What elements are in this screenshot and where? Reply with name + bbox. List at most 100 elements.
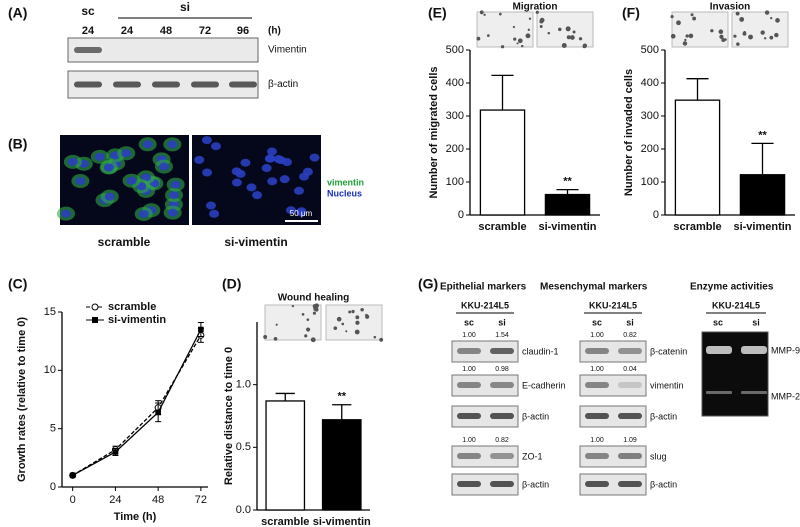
bar <box>265 400 306 511</box>
photo-speck <box>517 38 523 44</box>
photo-speck <box>513 37 517 41</box>
band <box>152 81 180 88</box>
annotation: ** <box>758 129 767 141</box>
band-ratio: 0.98 <box>495 366 509 373</box>
nucleus <box>210 142 221 151</box>
cell-line: KKU-214L5 <box>589 300 637 310</box>
y-tick-label: 500 <box>446 44 464 56</box>
y-tick-label: 0 <box>50 481 56 493</box>
photo-speck <box>539 17 545 23</box>
nucleus <box>121 149 132 158</box>
channel-label: Nucleus <box>327 188 362 198</box>
x-tick-label: scramble <box>478 221 526 233</box>
band <box>457 413 481 419</box>
photo-speck <box>676 20 681 26</box>
legend-label: scramble <box>108 301 156 313</box>
y-tick-label: 100 <box>641 176 659 188</box>
photo <box>671 11 729 48</box>
photo-speck <box>360 307 364 312</box>
y-tick-label: 10 <box>44 364 56 376</box>
band <box>585 481 609 487</box>
nucleus <box>61 209 72 218</box>
x-tick-label: scramble <box>261 516 309 527</box>
blot <box>451 340 519 363</box>
y-tick-label: 0 <box>458 209 464 221</box>
y-tick-label: 100 <box>446 176 464 188</box>
photo-speck <box>312 303 318 309</box>
y-tick-label: 400 <box>641 77 659 89</box>
nucleus <box>265 154 276 163</box>
photo-speck <box>527 28 531 31</box>
photo-speck <box>572 30 576 34</box>
photo-speck <box>498 12 502 16</box>
blot-row-label: E-cadherin <box>522 380 566 390</box>
blot-row-label: β-catenin <box>650 346 687 356</box>
blot <box>451 405 519 428</box>
photo-speck <box>764 10 770 15</box>
photo-speck <box>535 10 539 14</box>
group-label: sc <box>81 4 95 18</box>
cell-line: KKU-214L5 <box>461 300 509 310</box>
band <box>618 348 642 354</box>
group-title: Enzyme activities <box>690 282 774 293</box>
time-label: 24 <box>121 25 134 37</box>
y-axis-label: Number of invaded cells <box>623 69 635 196</box>
blot-row-label: β-actin <box>650 479 677 489</box>
lane-label: si <box>626 317 634 327</box>
nucleus <box>142 140 153 149</box>
nucleus <box>240 158 251 167</box>
y-axis-label: Number of migrated cells <box>428 66 440 198</box>
bar <box>674 99 721 216</box>
y-tick-label: 200 <box>446 143 464 155</box>
y-axis-label: Growth rates (relative to time 0) <box>16 317 28 482</box>
y-tick-label: 300 <box>641 110 659 122</box>
photo-speck <box>336 316 342 322</box>
annotation: ** <box>337 391 346 403</box>
photo-speck <box>670 15 674 19</box>
band-ratio: 1.00 <box>462 366 476 373</box>
blot <box>579 374 647 397</box>
blot-row-label: vimentin <box>650 380 684 390</box>
marker <box>155 409 161 416</box>
band <box>618 481 642 487</box>
band <box>490 413 514 419</box>
photo-speck <box>373 335 377 339</box>
photo-speck <box>528 17 532 20</box>
time-label: 96 <box>237 25 249 37</box>
photo-speck <box>333 326 338 330</box>
band-label: MMP-2 <box>771 391 800 401</box>
photo-speck <box>345 330 348 333</box>
nucleus <box>67 157 78 166</box>
photo-speck <box>351 309 355 314</box>
y-tick-label: 1.0 <box>236 379 251 391</box>
photo-speck <box>291 304 295 308</box>
band <box>618 382 642 388</box>
x-axis-label: Time (h) <box>114 511 157 523</box>
photo-speck <box>582 44 586 49</box>
photo-speck <box>486 34 490 37</box>
blot-row-label: claudin-1 <box>522 346 559 356</box>
blot <box>451 473 519 496</box>
nucleus <box>205 201 216 210</box>
photo-speck <box>263 334 268 339</box>
y-tick-label: 400 <box>446 77 464 89</box>
band-ratio: 1.00 <box>462 332 476 339</box>
nucleus <box>261 164 272 173</box>
photo <box>731 11 789 48</box>
nucleus <box>158 162 169 171</box>
lane-label: si <box>498 317 506 327</box>
photo-speck <box>670 33 676 39</box>
nucleus <box>202 168 213 177</box>
panel-label: (B) <box>8 136 27 152</box>
photo-speck <box>688 33 694 39</box>
band <box>585 453 609 459</box>
legend-label: si-vimentin <box>108 314 166 326</box>
band-ratio: 0.82 <box>495 437 509 444</box>
lane-label: sc <box>592 317 602 327</box>
nucleus <box>252 191 263 200</box>
y-tick-label: 0.0 <box>236 504 251 516</box>
blot-row-label: slug <box>650 451 667 461</box>
channel-label: vimentin <box>327 177 364 187</box>
bar <box>544 193 591 216</box>
legend-marker <box>92 317 98 323</box>
